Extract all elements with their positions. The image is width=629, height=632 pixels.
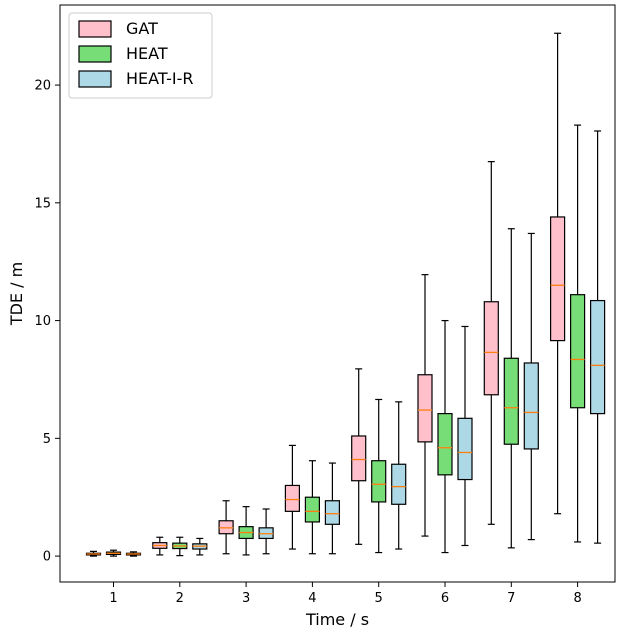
box-iqr — [304, 496, 320, 523]
x-tick-label: 7 — [507, 591, 515, 606]
legend-item-gat: GAT — [78, 19, 158, 38]
y-axis-label: TDE / m — [7, 262, 26, 326]
x-tick-label: 3 — [242, 591, 250, 606]
box-iqr — [324, 500, 340, 525]
box-iqr — [503, 357, 519, 445]
box-heat-3 — [238, 506, 254, 556]
box-gat-8 — [549, 32, 566, 515]
box-gat-3 — [218, 500, 234, 555]
box-heat-7 — [503, 228, 519, 549]
y-tick-label: 5 — [43, 432, 51, 447]
box-gat-2 — [152, 536, 168, 556]
box-iqr — [483, 301, 499, 396]
legend-swatch — [78, 45, 112, 63]
box-iqr — [569, 294, 586, 409]
x-tick-label: 6 — [441, 591, 449, 606]
box-heat-2 — [172, 536, 188, 557]
box-heat-i-r-7 — [523, 232, 539, 541]
legend-label: HEAT-I-R — [126, 69, 194, 88]
y-tick-label: 20 — [34, 79, 51, 94]
box-iqr — [523, 362, 539, 450]
box-gat-6 — [417, 274, 433, 537]
x-tick-label: 8 — [573, 591, 581, 606]
box-heat-i-r-3 — [258, 508, 274, 555]
x-tick-label: 1 — [109, 591, 117, 606]
x-tick-label: 5 — [375, 591, 383, 606]
box-heat-i-r-6 — [457, 325, 473, 547]
y-axis: 0 5 10 15 20 — [34, 79, 60, 565]
legend: GAT HEAT HEAT-I-R — [68, 12, 213, 99]
legend-item-heat-i-r: HEAT-I-R — [78, 69, 194, 88]
box-gat-1 — [85, 550, 102, 557]
x-tick-label: 4 — [308, 591, 316, 606]
box-iqr — [351, 435, 367, 482]
box-iqr — [284, 484, 300, 512]
plot-area — [85, 32, 606, 557]
box-heat-i-r-1 — [125, 551, 142, 557]
x-axis-label: Time / s — [305, 610, 369, 629]
axes-frame — [59, 4, 616, 583]
legend-label: HEAT — [126, 44, 168, 63]
x-axis: 1 2 3 4 5 6 7 8 — [109, 582, 582, 606]
legend-swatch — [78, 20, 112, 38]
y-tick-label: 0 — [43, 550, 51, 565]
box-iqr — [371, 460, 387, 503]
y-tick-label: 15 — [34, 196, 51, 211]
box-iqr — [457, 417, 473, 481]
box-heat-i-r-8 — [589, 130, 606, 544]
x-tick-label: 2 — [176, 591, 184, 606]
box-iqr — [437, 413, 453, 476]
box-iqr — [417, 374, 433, 443]
box-heat-8 — [569, 124, 586, 543]
box-heat-i-r-5 — [391, 401, 407, 550]
box-heat-1 — [105, 549, 122, 557]
box-heat-6 — [437, 319, 453, 554]
box-gat-4 — [284, 444, 300, 550]
box-gat-5 — [351, 368, 367, 545]
box-gat-7 — [483, 161, 499, 525]
box-heat-i-r-2 — [192, 537, 208, 556]
box-heat-i-r-4 — [324, 462, 340, 555]
box-heat-4 — [304, 460, 320, 555]
legend-item-heat: HEAT — [78, 44, 168, 63]
legend-swatch — [78, 70, 112, 88]
legend-label: GAT — [126, 19, 158, 38]
y-tick-label: 10 — [34, 314, 51, 329]
box-iqr — [391, 463, 407, 505]
box-iqr — [549, 216, 566, 342]
box-iqr — [589, 299, 606, 415]
box-heat-5 — [371, 398, 387, 554]
